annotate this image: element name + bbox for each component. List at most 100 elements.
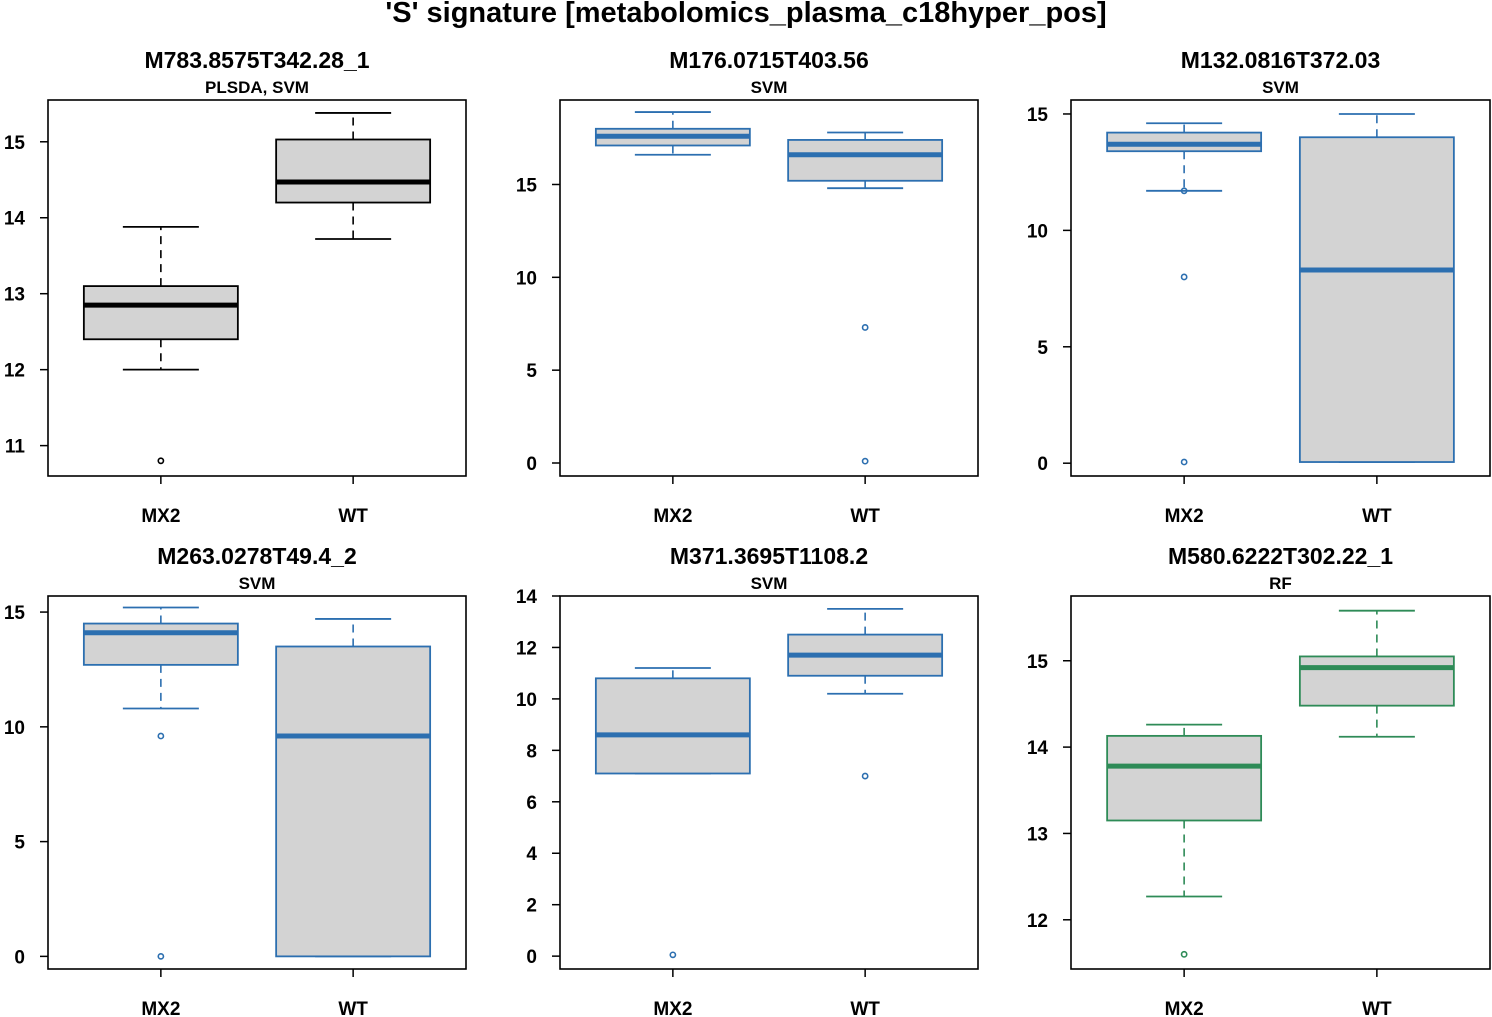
y-tick-label: 4 <box>526 844 537 865</box>
chart-panel-5: M371.3695T1108.2 SVM 0 2 4 6 8 10 12 14 MX2 WT <box>516 543 979 1017</box>
x-axis: MX2 WT <box>653 476 880 527</box>
box-mx2 <box>594 667 751 959</box>
y-tick-label: 0 <box>14 947 25 968</box>
plot-frame <box>47 595 467 970</box>
y-tick-label: 10 <box>516 690 537 711</box>
box-wt <box>275 618 432 958</box>
y-tick-label: 12 <box>1027 911 1048 932</box>
x-tick-label: WT <box>1362 506 1392 527</box>
outlier-point <box>157 457 165 465</box>
y-axis: 0 5 10 15 <box>516 175 560 475</box>
x-axis: MX2 WT <box>141 969 368 1017</box>
plot-frame <box>47 99 467 477</box>
x-tick-label: MX2 <box>141 506 180 527</box>
y-tick-label: 5 <box>526 361 537 382</box>
iqr-box <box>594 677 751 775</box>
chart-panel-1: M783.8575T342.28_1 PLSDA, SVM 11 12 13 14 15 MX… <box>4 47 467 527</box>
outlier-point <box>1180 950 1188 958</box>
figure-title: 'S' signature [metabolomics_plasma_c18hy… <box>385 0 1106 29</box>
y-tick-label: 0 <box>526 454 537 475</box>
x-tick-label: WT <box>1362 999 1392 1017</box>
y-tick-label: 14 <box>4 209 26 230</box>
outlier-point <box>1180 273 1188 281</box>
panel-title: M371.3695T1108.2 <box>670 543 868 569</box>
y-tick-label: 15 <box>4 133 26 154</box>
x-tick-label: MX2 <box>653 999 692 1017</box>
y-tick-label: 15 <box>516 175 538 196</box>
x-tick-label: MX2 <box>1165 999 1204 1017</box>
chart-panel-2: M176.0715T403.56 SVM 0 5 10 15 MX2 WT <box>516 47 979 527</box>
panel-subtitle: RF <box>1269 574 1292 593</box>
panel-subtitle: SVM <box>751 574 788 593</box>
y-tick-label: 15 <box>4 603 26 624</box>
outlier-point <box>157 952 165 960</box>
y-axis: 0 5 10 15 <box>1027 105 1071 475</box>
y-axis: 0 5 10 15 <box>4 603 48 968</box>
y-tick-label: 15 <box>1027 105 1049 126</box>
x-axis: MX2 WT <box>1165 476 1392 527</box>
panel-subtitle: SVM <box>239 574 276 593</box>
y-tick-label: 5 <box>14 833 25 854</box>
chart-panel-3: M132.0816T372.03 SVM 0 5 10 15 MX2 WT <box>1027 47 1491 527</box>
y-tick-label: 13 <box>4 285 25 306</box>
panel-title: M263.0278T49.4_2 <box>157 543 357 569</box>
box-wt <box>275 112 432 240</box>
y-axis: 0 2 4 6 8 10 12 14 <box>516 587 560 968</box>
y-tick-label: 11 <box>5 437 26 458</box>
plot-frame <box>1070 595 1491 970</box>
box-mx2 <box>82 606 239 960</box>
x-axis: MX2 WT <box>653 969 880 1017</box>
x-tick-label: WT <box>850 506 880 527</box>
y-tick-label: 8 <box>526 741 537 762</box>
panel-subtitle: PLSDA, SVM <box>205 78 309 97</box>
y-axis: 11 12 13 14 15 <box>4 133 48 458</box>
iqr-box <box>82 285 239 341</box>
outlier-point <box>861 324 869 331</box>
iqr-box <box>275 138 432 204</box>
outlier-point <box>861 457 869 465</box>
box-mx2 <box>594 111 751 156</box>
iqr-box <box>275 645 432 958</box>
outlier-point <box>1180 187 1188 195</box>
y-tick-label: 5 <box>1037 338 1048 359</box>
y-tick-label: 14 <box>1027 738 1049 759</box>
panel-subtitle: SVM <box>751 78 788 97</box>
x-tick-label: MX2 <box>1165 506 1204 527</box>
y-tick-label: 6 <box>526 793 537 814</box>
panel-subtitle: SVM <box>1262 78 1299 97</box>
x-tick-label: MX2 <box>141 999 180 1017</box>
box-wt <box>1298 113 1455 463</box>
iqr-box <box>1298 136 1455 463</box>
panels-container: M783.8575T342.28_1 PLSDA, SVM 11 12 13 14 15 MX… <box>4 47 1491 1017</box>
x-axis: MX2 WT <box>141 476 368 527</box>
x-tick-label: WT <box>338 506 368 527</box>
iqr-box <box>1298 655 1455 707</box>
chart-panel-4: M263.0278T49.4_2 SVM 0 5 10 15 MX2 WT <box>4 543 467 1017</box>
y-tick-label: 0 <box>1037 454 1048 475</box>
x-axis: MX2 WT <box>1165 969 1392 1017</box>
chart-panel-6: M580.6222T302.22_1 RF 12 13 14 15 MX2 WT <box>1027 543 1491 1017</box>
x-tick-label: WT <box>338 999 368 1017</box>
box-wt <box>1298 609 1455 738</box>
panel-title: M783.8575T342.28_1 <box>144 47 369 73</box>
y-tick-label: 13 <box>1027 824 1048 845</box>
box-wt <box>787 607 944 780</box>
x-tick-label: MX2 <box>653 506 692 527</box>
y-tick-label: 10 <box>1027 221 1048 242</box>
box-mx2 <box>1106 122 1263 466</box>
y-tick-label: 15 <box>1027 652 1049 673</box>
y-tick-label: 10 <box>516 268 537 289</box>
y-tick-label: 2 <box>526 896 537 917</box>
panel-title: M176.0715T403.56 <box>669 47 869 73</box>
outlier-point <box>1180 458 1188 466</box>
plot-frame <box>1070 99 1491 477</box>
iqr-box <box>1106 734 1263 822</box>
outlier-point <box>861 772 869 780</box>
y-tick-label: 14 <box>516 587 538 608</box>
y-tick-label: 10 <box>4 718 25 739</box>
iqr-box <box>82 622 239 666</box>
box-wt <box>787 131 944 465</box>
y-tick-label: 12 <box>516 638 537 659</box>
y-axis: 12 13 14 15 <box>1027 652 1071 932</box>
